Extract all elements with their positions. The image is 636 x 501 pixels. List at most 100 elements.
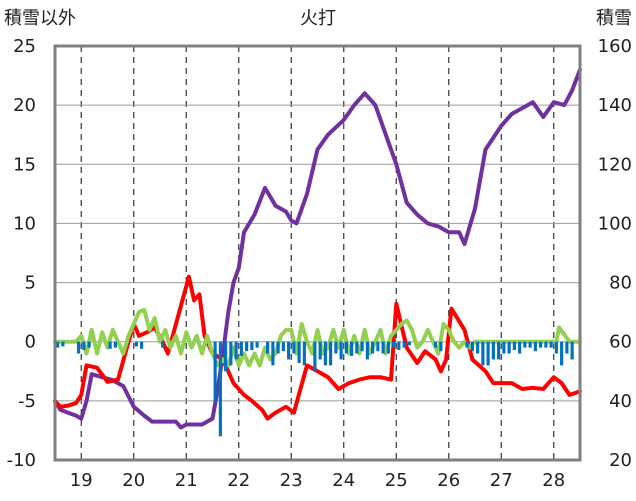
bar (82, 341, 86, 350)
bar (281, 341, 285, 352)
bar (533, 341, 537, 352)
bar (365, 341, 369, 360)
right-tick-label: 60 (609, 332, 632, 353)
bar (381, 341, 385, 354)
bar (297, 341, 301, 364)
right-tick-label: 120 (598, 154, 632, 175)
bar (512, 341, 516, 350)
bar (287, 341, 291, 360)
bar (386, 341, 390, 354)
left-tick-label: 10 (13, 213, 36, 234)
bar (271, 341, 275, 366)
left-tick-label: 20 (13, 95, 36, 116)
bar (350, 341, 354, 356)
right-tick-label: 40 (609, 391, 632, 412)
tick-labels: 25 20 15 10 5 0 -5 -10 160 140 120 100 80 60 40 20 19 20 2… (7, 36, 632, 491)
bar (402, 341, 406, 348)
right-tick-label: 140 (598, 95, 632, 116)
x-tick-label: 19 (70, 470, 93, 491)
bar (218, 341, 222, 437)
bar (329, 341, 333, 366)
left-tick-label: -10 (7, 450, 36, 471)
bar (470, 341, 474, 352)
bar (355, 341, 359, 354)
bar (549, 341, 553, 348)
chart-title: 火打 (300, 8, 336, 29)
bar (108, 341, 112, 349)
bar (318, 341, 322, 360)
bar (360, 341, 364, 352)
bar (313, 341, 317, 372)
bar (292, 341, 296, 354)
bar (250, 341, 254, 350)
bar (481, 341, 485, 366)
bar (77, 341, 81, 354)
series-line-3 (53, 307, 582, 368)
bar (507, 341, 511, 354)
bar (334, 341, 338, 354)
bar (407, 341, 411, 346)
bar (344, 341, 348, 354)
right-tick-label: 100 (598, 213, 632, 234)
bar (523, 341, 527, 348)
x-tick-label: 20 (122, 470, 145, 491)
bar (266, 341, 270, 354)
bar (113, 341, 117, 348)
plot-area (53, 67, 582, 437)
bar (439, 341, 443, 352)
bar (61, 341, 65, 347)
bar (161, 341, 165, 348)
bar (255, 341, 259, 348)
bar (570, 341, 574, 360)
bar (323, 341, 327, 366)
bar (213, 341, 217, 401)
bar (224, 341, 228, 372)
left-axis-label: 積雪以外 (4, 8, 76, 29)
right-axis-label: 積雪 (596, 8, 632, 29)
bar (245, 341, 249, 352)
bar (229, 341, 233, 366)
left-tick-label: -5 (18, 391, 36, 412)
left-tick-label: 0 (25, 332, 36, 353)
bar (560, 341, 564, 366)
bar (486, 341, 490, 366)
x-tick-label: 25 (385, 470, 408, 491)
right-tick-label: 80 (609, 273, 632, 294)
series-line-1 (53, 67, 582, 430)
bar (518, 341, 522, 354)
x-tick-label: 22 (227, 470, 250, 491)
bar (554, 341, 558, 354)
left-tick-label: 5 (25, 273, 36, 294)
bar (140, 341, 144, 349)
bar (302, 341, 306, 366)
bar (234, 341, 238, 360)
bar (87, 341, 91, 348)
bar (371, 341, 375, 354)
x-tick-label: 23 (280, 470, 303, 491)
bar (397, 341, 401, 350)
x-tick-label: 28 (542, 470, 565, 491)
plot-frame (53, 44, 582, 462)
bar (528, 341, 532, 348)
bar (239, 341, 243, 356)
bar (276, 341, 280, 354)
gridlines (55, 46, 580, 460)
x-tick-label: 21 (175, 470, 198, 491)
right-tick-label: 20 (609, 450, 632, 471)
right-tick-label: 160 (598, 36, 632, 57)
bar (544, 341, 548, 348)
bar (392, 341, 396, 348)
bar (134, 341, 138, 347)
bar (491, 341, 495, 360)
bar (465, 341, 469, 348)
left-tick-label: 25 (13, 36, 36, 57)
bar (502, 341, 506, 354)
x-tick-label: 26 (437, 470, 460, 491)
bar (339, 341, 343, 360)
x-tick-label: 24 (332, 470, 355, 491)
bar (376, 341, 380, 352)
bar (539, 341, 543, 348)
bar (476, 341, 480, 354)
x-tick-label: 27 (490, 470, 513, 491)
